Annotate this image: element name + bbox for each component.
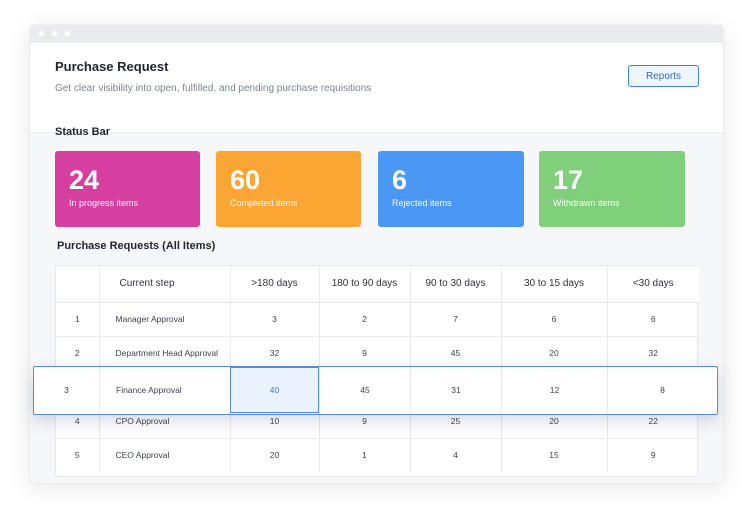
count-cell[interactable]: 7 xyxy=(409,301,501,336)
current-step-cell: Department Head Approval xyxy=(98,335,230,370)
count-cell[interactable]: 3 xyxy=(229,301,319,336)
row-index: 5 xyxy=(56,437,99,472)
status-card-in-progress[interactable]: 24 In progress items xyxy=(55,151,200,227)
count-cell[interactable]: 12 xyxy=(501,367,607,413)
count-cell[interactable]: 9 xyxy=(606,437,699,472)
selected-count-cell[interactable]: 40 xyxy=(230,367,319,413)
current-step-cell: Finance Approval xyxy=(99,367,230,413)
table-row[interactable]: 1 Manager Approval 3 2 7 6 6 xyxy=(56,301,699,336)
window-titlebar xyxy=(30,25,723,43)
column-header[interactable]: Current step xyxy=(98,266,230,303)
row-index: 3 xyxy=(64,385,69,395)
window-dot-icon[interactable] xyxy=(52,31,57,36)
count-cell[interactable]: 6 xyxy=(500,301,607,336)
status-card-value: 60 xyxy=(230,165,261,195)
count-cell[interactable]: 20 xyxy=(229,437,319,472)
count-cell[interactable]: 8 xyxy=(607,367,717,413)
reports-button[interactable]: Reports xyxy=(628,65,699,87)
highlighted-table-row[interactable]: 3 Finance Approval 40 45 31 12 8 xyxy=(33,366,718,415)
count-cell[interactable]: 32 xyxy=(606,335,699,370)
count-cell[interactable]: 4 xyxy=(409,437,501,472)
status-card-label: Rejected items xyxy=(392,198,452,208)
status-card-rejected[interactable]: 6 Rejected items xyxy=(378,151,524,227)
page-subtitle: Get clear visibility into open, fulfille… xyxy=(55,83,372,94)
status-card-completed[interactable]: 60 Completed items xyxy=(216,151,361,227)
app-window: Purchase Request Get clear visibility in… xyxy=(30,25,723,483)
count-cell[interactable]: 2 xyxy=(318,301,410,336)
column-header[interactable]: <30 days xyxy=(606,266,699,303)
page-title: Purchase Request xyxy=(55,59,169,74)
count-cell[interactable]: 32 xyxy=(229,335,319,370)
row-index: 1 xyxy=(56,301,99,336)
column-header[interactable]: 180 to 90 days xyxy=(318,266,410,303)
column-header[interactable]: 30 to 15 days xyxy=(500,266,607,303)
status-card-value: 24 xyxy=(69,165,100,195)
count-cell[interactable]: 45 xyxy=(319,367,410,413)
column-header xyxy=(56,266,99,303)
status-card-label: Withdrawn items xyxy=(553,198,620,208)
current-step-cell: CEO Approval xyxy=(98,437,230,472)
count-cell[interactable]: 20 xyxy=(500,335,607,370)
count-cell[interactable]: 45 xyxy=(409,335,501,370)
count-cell[interactable]: 1 xyxy=(318,437,410,472)
table-title: Purchase Requests (All Items) xyxy=(57,240,216,252)
status-bar-title: Status Bar xyxy=(55,126,111,138)
window-dot-icon[interactable] xyxy=(39,31,44,36)
window-dot-icon[interactable] xyxy=(65,31,70,36)
status-card-label: Completed items xyxy=(230,198,298,208)
row-index: 2 xyxy=(56,335,99,370)
page-header: Purchase Request Get clear visibility in… xyxy=(30,43,723,133)
count-cell[interactable]: 9 xyxy=(318,335,410,370)
column-header[interactable]: 90 to 30 days xyxy=(409,266,501,303)
count-cell[interactable]: 31 xyxy=(410,367,501,413)
table-row[interactable]: 2 Department Head Approval 32 9 45 20 32 xyxy=(56,335,699,370)
count-cell[interactable]: 15 xyxy=(500,437,607,472)
table-row[interactable]: 5 CEO Approval 20 1 4 15 9 xyxy=(56,437,699,472)
status-card-value: 6 xyxy=(392,165,408,195)
table-header-row: Current step >180 days 180 to 90 days 90… xyxy=(56,266,699,303)
column-header[interactable]: >180 days xyxy=(229,266,319,303)
status-card-label: In progress items xyxy=(69,198,139,208)
count-cell[interactable]: 6 xyxy=(606,301,699,336)
current-step-cell: Manager Approval xyxy=(98,301,230,336)
status-card-value: 17 xyxy=(553,165,584,195)
status-card-withdrawn[interactable]: 17 Withdrawn items xyxy=(539,151,685,227)
